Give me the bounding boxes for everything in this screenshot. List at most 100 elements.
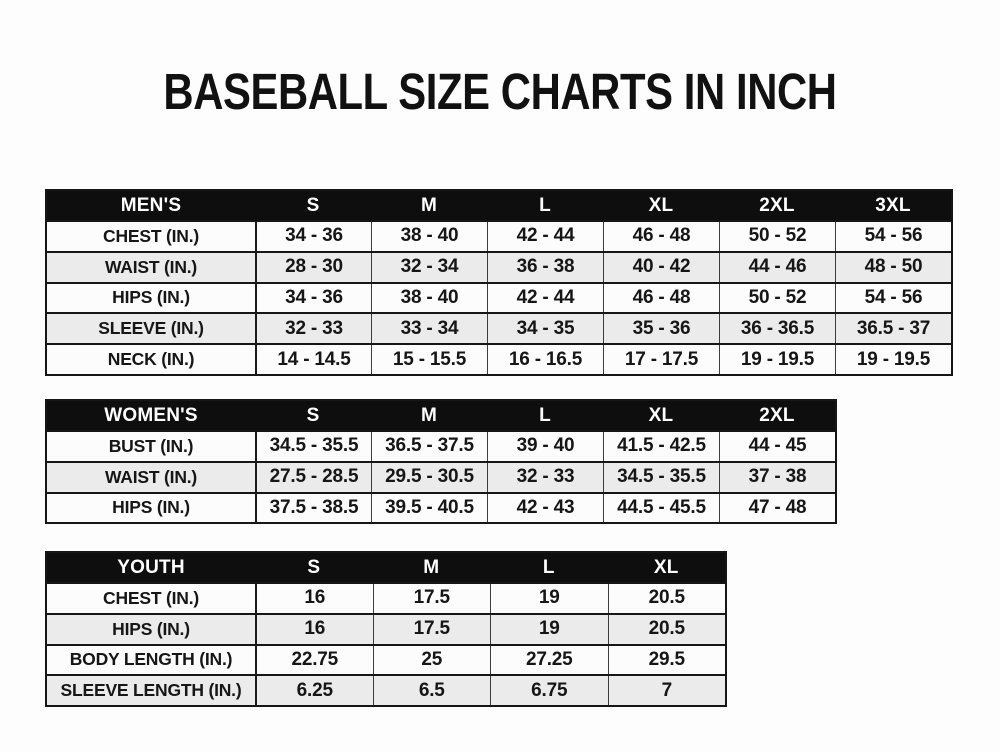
column-header-cell: S bbox=[306, 194, 320, 216]
size-value-cell: 7 bbox=[607, 676, 726, 706]
table-row: CHEST (IN.) 34 - 36 38 - 40 42 - 44 46 - 48 5… bbox=[47, 220, 951, 251]
size-value-cell: 32 - 34 bbox=[371, 252, 487, 282]
table-row: BODY LENGTH (IN.) 22.75 25 27.25 29.5 bbox=[47, 643, 726, 675]
size-value-cell: 42 - 44 bbox=[487, 222, 603, 251]
table-header-row: MEN'S S M L XL 2XL 3XL bbox=[47, 191, 951, 220]
size-value-cell: 6.25 bbox=[255, 676, 373, 706]
column-header-cell: S bbox=[307, 556, 321, 578]
size-value-cell: 34 - 35 bbox=[487, 314, 603, 344]
size-value-cell: 16 bbox=[255, 584, 373, 613]
size-value-cell: 44 - 46 bbox=[719, 252, 835, 282]
column-header-cell: 2XL bbox=[759, 194, 795, 216]
table-row: HIPS (IN.) 16 17.5 19 20.5 bbox=[47, 612, 726, 644]
size-value-cell: 29.5 bbox=[607, 645, 726, 675]
size-value-cell: 47 - 48 bbox=[719, 493, 835, 523]
size-value-cell: 54 - 56 bbox=[835, 222, 951, 251]
row-label-cell: NECK (IN.) bbox=[107, 349, 195, 370]
row-label-cell: WAIST (IN.) bbox=[104, 466, 198, 487]
size-value-cell: 46 - 48 bbox=[603, 222, 719, 251]
mens-size-table: MEN'S S M L XL 2XL 3XL CHEST (IN.) 34 - 36 38 - 4… bbox=[45, 189, 953, 376]
column-header-cell: MEN'S bbox=[120, 194, 182, 216]
size-value-cell: 19 bbox=[490, 584, 608, 613]
size-value-cell: 32 - 33 bbox=[487, 462, 603, 492]
table-header-row: WOMEN'S S M L XL 2XL bbox=[47, 401, 835, 430]
size-value-cell: 46 - 48 bbox=[603, 283, 719, 313]
row-label-cell: BUST (IN.) bbox=[108, 435, 194, 456]
womens-size-table: WOMEN'S S M L XL 2XL BUST (IN.) 34.5 - 35.5 36.5… bbox=[45, 399, 837, 525]
size-value-cell: 19 - 19.5 bbox=[719, 345, 835, 374]
column-header-cell: WOMEN'S bbox=[104, 404, 198, 426]
size-value-cell: 20.5 bbox=[607, 614, 726, 644]
size-value-cell: 44 - 45 bbox=[719, 432, 835, 461]
size-value-cell: 40 - 42 bbox=[603, 252, 719, 282]
size-value-cell: 17.5 bbox=[372, 614, 491, 644]
size-value-cell: 25 bbox=[372, 645, 491, 675]
column-header-cell: XL bbox=[653, 556, 679, 578]
size-value-cell: 19 bbox=[490, 614, 608, 644]
page-title: BASEBALL SIZE CHARTS IN INCH bbox=[163, 63, 837, 120]
column-header-cell: M bbox=[423, 556, 440, 578]
size-value-cell: 15 - 15.5 bbox=[371, 345, 487, 374]
row-label-cell: SLEEVE (IN.) bbox=[98, 318, 204, 339]
size-value-cell: 6.5 bbox=[372, 676, 491, 706]
size-value-cell: 33 - 34 bbox=[371, 314, 487, 344]
size-value-cell: 36 - 38 bbox=[487, 252, 603, 282]
column-header-cell: L bbox=[539, 194, 551, 216]
size-value-cell: 27.25 bbox=[490, 645, 608, 675]
row-label-cell: HIPS (IN.) bbox=[112, 497, 190, 518]
column-header-cell: XL bbox=[648, 404, 674, 426]
size-value-cell: 36 - 36.5 bbox=[719, 314, 835, 344]
size-value-cell: 19 - 19.5 bbox=[835, 345, 951, 374]
size-value-cell: 27.5 - 28.5 bbox=[255, 462, 371, 492]
size-value-cell: 36.5 - 37.5 bbox=[371, 432, 487, 461]
size-value-cell: 34.5 - 35.5 bbox=[255, 432, 371, 461]
size-value-cell: 50 - 52 bbox=[719, 283, 835, 313]
column-header-cell: XL bbox=[648, 194, 674, 216]
column-header-cell: M bbox=[420, 404, 438, 426]
column-header-cell: 2XL bbox=[759, 404, 795, 426]
column-header-cell: 3XL bbox=[875, 194, 911, 216]
table-row: BUST (IN.) 34.5 - 35.5 36.5 - 37.5 39 - 40 4… bbox=[47, 430, 835, 461]
size-value-cell: 20.5 bbox=[607, 584, 726, 613]
row-label-cell: HIPS (IN.) bbox=[112, 618, 190, 639]
size-value-cell: 39.5 - 40.5 bbox=[371, 493, 487, 523]
row-label-cell: CHEST (IN.) bbox=[103, 587, 199, 608]
table-row: HIPS (IN.) 37.5 - 38.5 39.5 - 40.5 42 - 43 4… bbox=[47, 491, 835, 523]
size-value-cell: 42 - 44 bbox=[487, 283, 603, 313]
row-label-cell: WAIST (IN.) bbox=[104, 256, 198, 277]
table-row: CHEST (IN.) 16 17.5 19 20.5 bbox=[47, 582, 725, 613]
column-header-cell: YOUTH bbox=[117, 556, 185, 578]
youth-size-table: YOUTH S M L XL CHEST (IN.) 16 17.5 19 20.5 HIPS (I… bbox=[45, 551, 727, 708]
size-value-cell: 38 - 40 bbox=[371, 283, 487, 313]
row-label-cell: SLEEVE LENGTH (IN.) bbox=[60, 680, 242, 701]
table-row: SLEEVE LENGTH (IN.) 6.25 6.5 6.75 7 bbox=[47, 674, 726, 706]
size-value-cell: 37.5 - 38.5 bbox=[255, 493, 371, 523]
column-header-cell: S bbox=[306, 404, 320, 426]
table-row: WAIST (IN.) 27.5 - 28.5 29.5 - 30.5 32 - 33… bbox=[47, 460, 835, 492]
row-label-cell: HIPS (IN.) bbox=[112, 287, 190, 308]
table-row: HIPS (IN.) 34 - 36 38 - 40 42 - 44 46 - 48 50… bbox=[47, 281, 951, 313]
size-value-cell: 22.75 bbox=[255, 645, 373, 675]
size-value-cell: 38 - 40 bbox=[371, 222, 487, 251]
size-value-cell: 34 - 36 bbox=[255, 283, 371, 313]
column-header-cell: L bbox=[542, 556, 555, 578]
size-value-cell: 48 - 50 bbox=[835, 252, 951, 282]
table-row: SLEEVE (IN.) 32 - 33 33 - 34 34 - 35 35 - 36… bbox=[47, 312, 951, 344]
size-value-cell: 16 - 16.5 bbox=[487, 345, 603, 374]
size-value-cell: 34 - 36 bbox=[255, 222, 371, 251]
size-value-cell: 36.5 - 37 bbox=[835, 314, 951, 344]
row-label-cell: CHEST (IN.) bbox=[103, 225, 199, 246]
table-row: WAIST (IN.) 28 - 30 32 - 34 36 - 38 40 - 42 4… bbox=[47, 250, 951, 282]
size-value-cell: 44.5 - 45.5 bbox=[603, 493, 719, 523]
size-value-cell: 54 - 56 bbox=[835, 283, 951, 313]
size-value-cell: 14 - 14.5 bbox=[255, 345, 371, 374]
size-value-cell: 35 - 36 bbox=[603, 314, 719, 344]
size-value-cell: 6.75 bbox=[490, 676, 608, 706]
size-value-cell: 16 bbox=[255, 614, 373, 644]
size-value-cell: 17.5 bbox=[372, 584, 491, 613]
table-header-row: YOUTH S M L XL bbox=[47, 553, 725, 582]
size-value-cell: 34.5 - 35.5 bbox=[603, 462, 719, 492]
size-value-cell: 42 - 43 bbox=[487, 493, 603, 523]
size-value-cell: 41.5 - 42.5 bbox=[603, 432, 719, 461]
